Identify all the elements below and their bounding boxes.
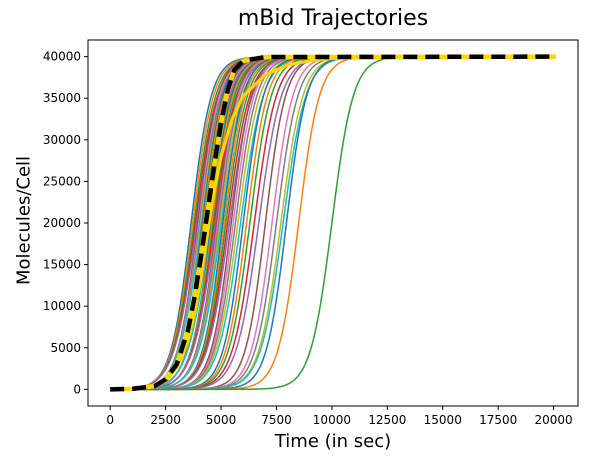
plot-area — [110, 54, 556, 392]
x-tick-label: 7500 — [261, 413, 292, 427]
x-tick-label: 12500 — [368, 413, 406, 427]
y-tick-label: 30000 — [43, 133, 81, 147]
y-tick-label: 25000 — [43, 174, 81, 188]
axes-frame — [87, 39, 579, 407]
x-tick-label: 2500 — [150, 413, 181, 427]
x-tick-label: 15000 — [424, 413, 462, 427]
x-tick-label: 5000 — [206, 413, 237, 427]
y-tick-label: 35000 — [43, 91, 81, 105]
y-tick-label: 5000 — [50, 341, 81, 355]
y-tick-label: 20000 — [43, 216, 81, 230]
x-tick-label: 20000 — [535, 413, 573, 427]
y-tick-label: 0 — [73, 382, 81, 396]
y-tick-label: 15000 — [43, 258, 81, 272]
trajectory-line — [110, 56, 556, 391]
y-axis-label: Molecules/Cell — [13, 155, 35, 286]
y-tick-label: 40000 — [43, 50, 81, 64]
x-tick-label: 10000 — [313, 413, 351, 427]
chart-title: mBid Trajectories — [237, 6, 429, 31]
mean-curve — [110, 54, 556, 392]
x-axis-label: Time (in sec) — [274, 431, 392, 452]
x-tick-label: 17500 — [479, 413, 517, 427]
x-tick-label: 0 — [106, 413, 114, 427]
y-tick-label: 10000 — [43, 299, 81, 313]
